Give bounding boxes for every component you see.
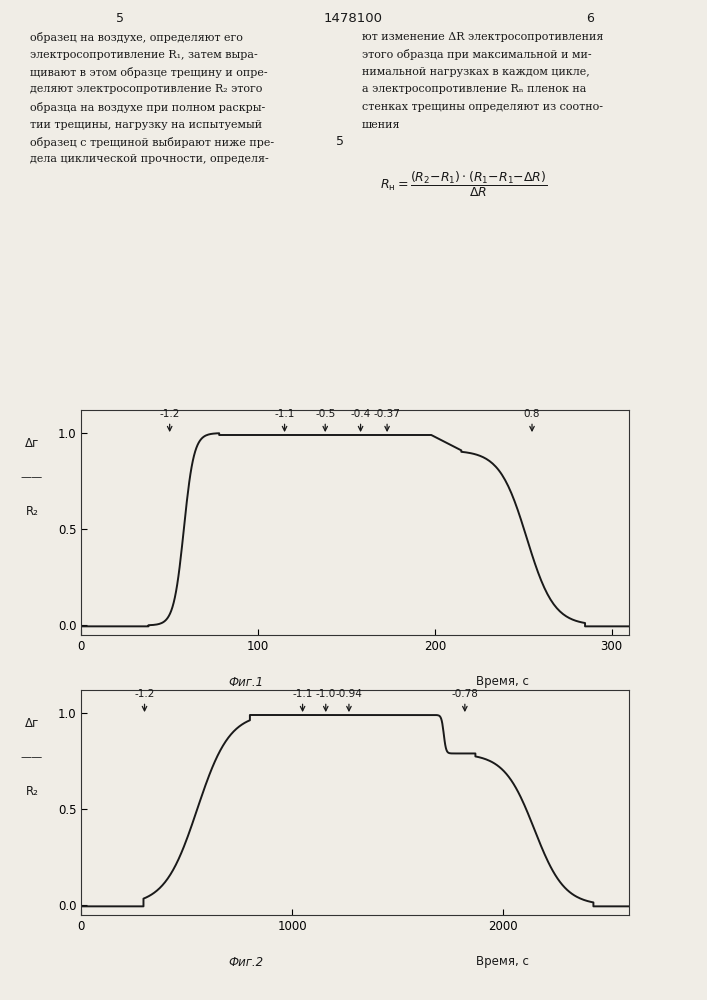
Text: тии трещины, нагрузку на испытуемый: тии трещины, нагрузку на испытуемый bbox=[30, 119, 262, 129]
Text: -1.1: -1.1 bbox=[274, 409, 295, 431]
Text: Время, с: Время, с bbox=[476, 956, 529, 968]
Text: стенках трещины определяют из соотно-: стенках трещины определяют из соотно- bbox=[362, 102, 603, 112]
Text: ——: —— bbox=[21, 752, 43, 762]
Text: Фиг.1: Фиг.1 bbox=[228, 676, 263, 688]
Text: -0.78: -0.78 bbox=[451, 689, 479, 711]
Text: -1.2: -1.2 bbox=[134, 689, 155, 711]
Text: дела циклической прочности, определя-: дела циклической прочности, определя- bbox=[30, 154, 269, 164]
Text: Δг: Δг bbox=[25, 717, 39, 730]
Text: -0.4: -0.4 bbox=[351, 409, 370, 431]
Text: образец на воздухе, определяют его: образец на воздухе, определяют его bbox=[30, 32, 243, 43]
Text: образца на воздухе при полном раскры-: образца на воздухе при полном раскры- bbox=[30, 102, 265, 113]
Text: электросопротивление R₁, затем выра-: электросопротивление R₁, затем выра- bbox=[30, 49, 258, 60]
Text: -1.0: -1.0 bbox=[315, 689, 336, 711]
Text: 5: 5 bbox=[336, 135, 344, 148]
Text: -0.5: -0.5 bbox=[315, 409, 335, 431]
Text: -0.94: -0.94 bbox=[336, 689, 363, 711]
Text: Фиг.2: Фиг.2 bbox=[228, 956, 263, 968]
Text: $R_{\rm н} = \dfrac{(R_2{-}R_1)\cdot(R_{\rm 1}{-}R_1{-}\Delta R)}{\Delta R}$: $R_{\rm н} = \dfrac{(R_2{-}R_1)\cdot(R_{… bbox=[380, 170, 547, 199]
Text: этого образца при максимальной и ми-: этого образца при максимальной и ми- bbox=[362, 49, 592, 60]
Text: 0.8: 0.8 bbox=[524, 409, 540, 431]
Text: 5: 5 bbox=[116, 12, 124, 25]
Text: ——: —— bbox=[21, 473, 43, 483]
Text: -1.1: -1.1 bbox=[293, 689, 312, 711]
Text: 6: 6 bbox=[586, 12, 594, 25]
Text: 1478100: 1478100 bbox=[324, 12, 382, 25]
Text: шения: шения bbox=[362, 119, 400, 129]
Text: ют изменение ΔR электросопротивления: ют изменение ΔR электросопротивления bbox=[362, 32, 603, 42]
Text: нимальной нагрузках в каждом цикле,: нимальной нагрузках в каждом цикле, bbox=[362, 67, 590, 77]
Text: а электросопротивление Rₙ пленок на: а электросопротивление Rₙ пленок на bbox=[362, 85, 586, 95]
Text: образец с трещиной выбирают ниже пре-: образец с трещиной выбирают ниже пре- bbox=[30, 137, 274, 148]
Text: деляют электросопротивление R₂ этого: деляют электросопротивление R₂ этого bbox=[30, 85, 262, 95]
Text: -0.37: -0.37 bbox=[373, 409, 401, 431]
Text: щивают в этом образце трещину и опре-: щивают в этом образце трещину и опре- bbox=[30, 67, 268, 78]
Text: -1.2: -1.2 bbox=[160, 409, 180, 431]
Text: Время, с: Время, с bbox=[476, 676, 529, 688]
Text: R₂: R₂ bbox=[25, 505, 38, 518]
Text: R₂: R₂ bbox=[25, 785, 38, 798]
Text: Δг: Δг bbox=[25, 437, 39, 450]
